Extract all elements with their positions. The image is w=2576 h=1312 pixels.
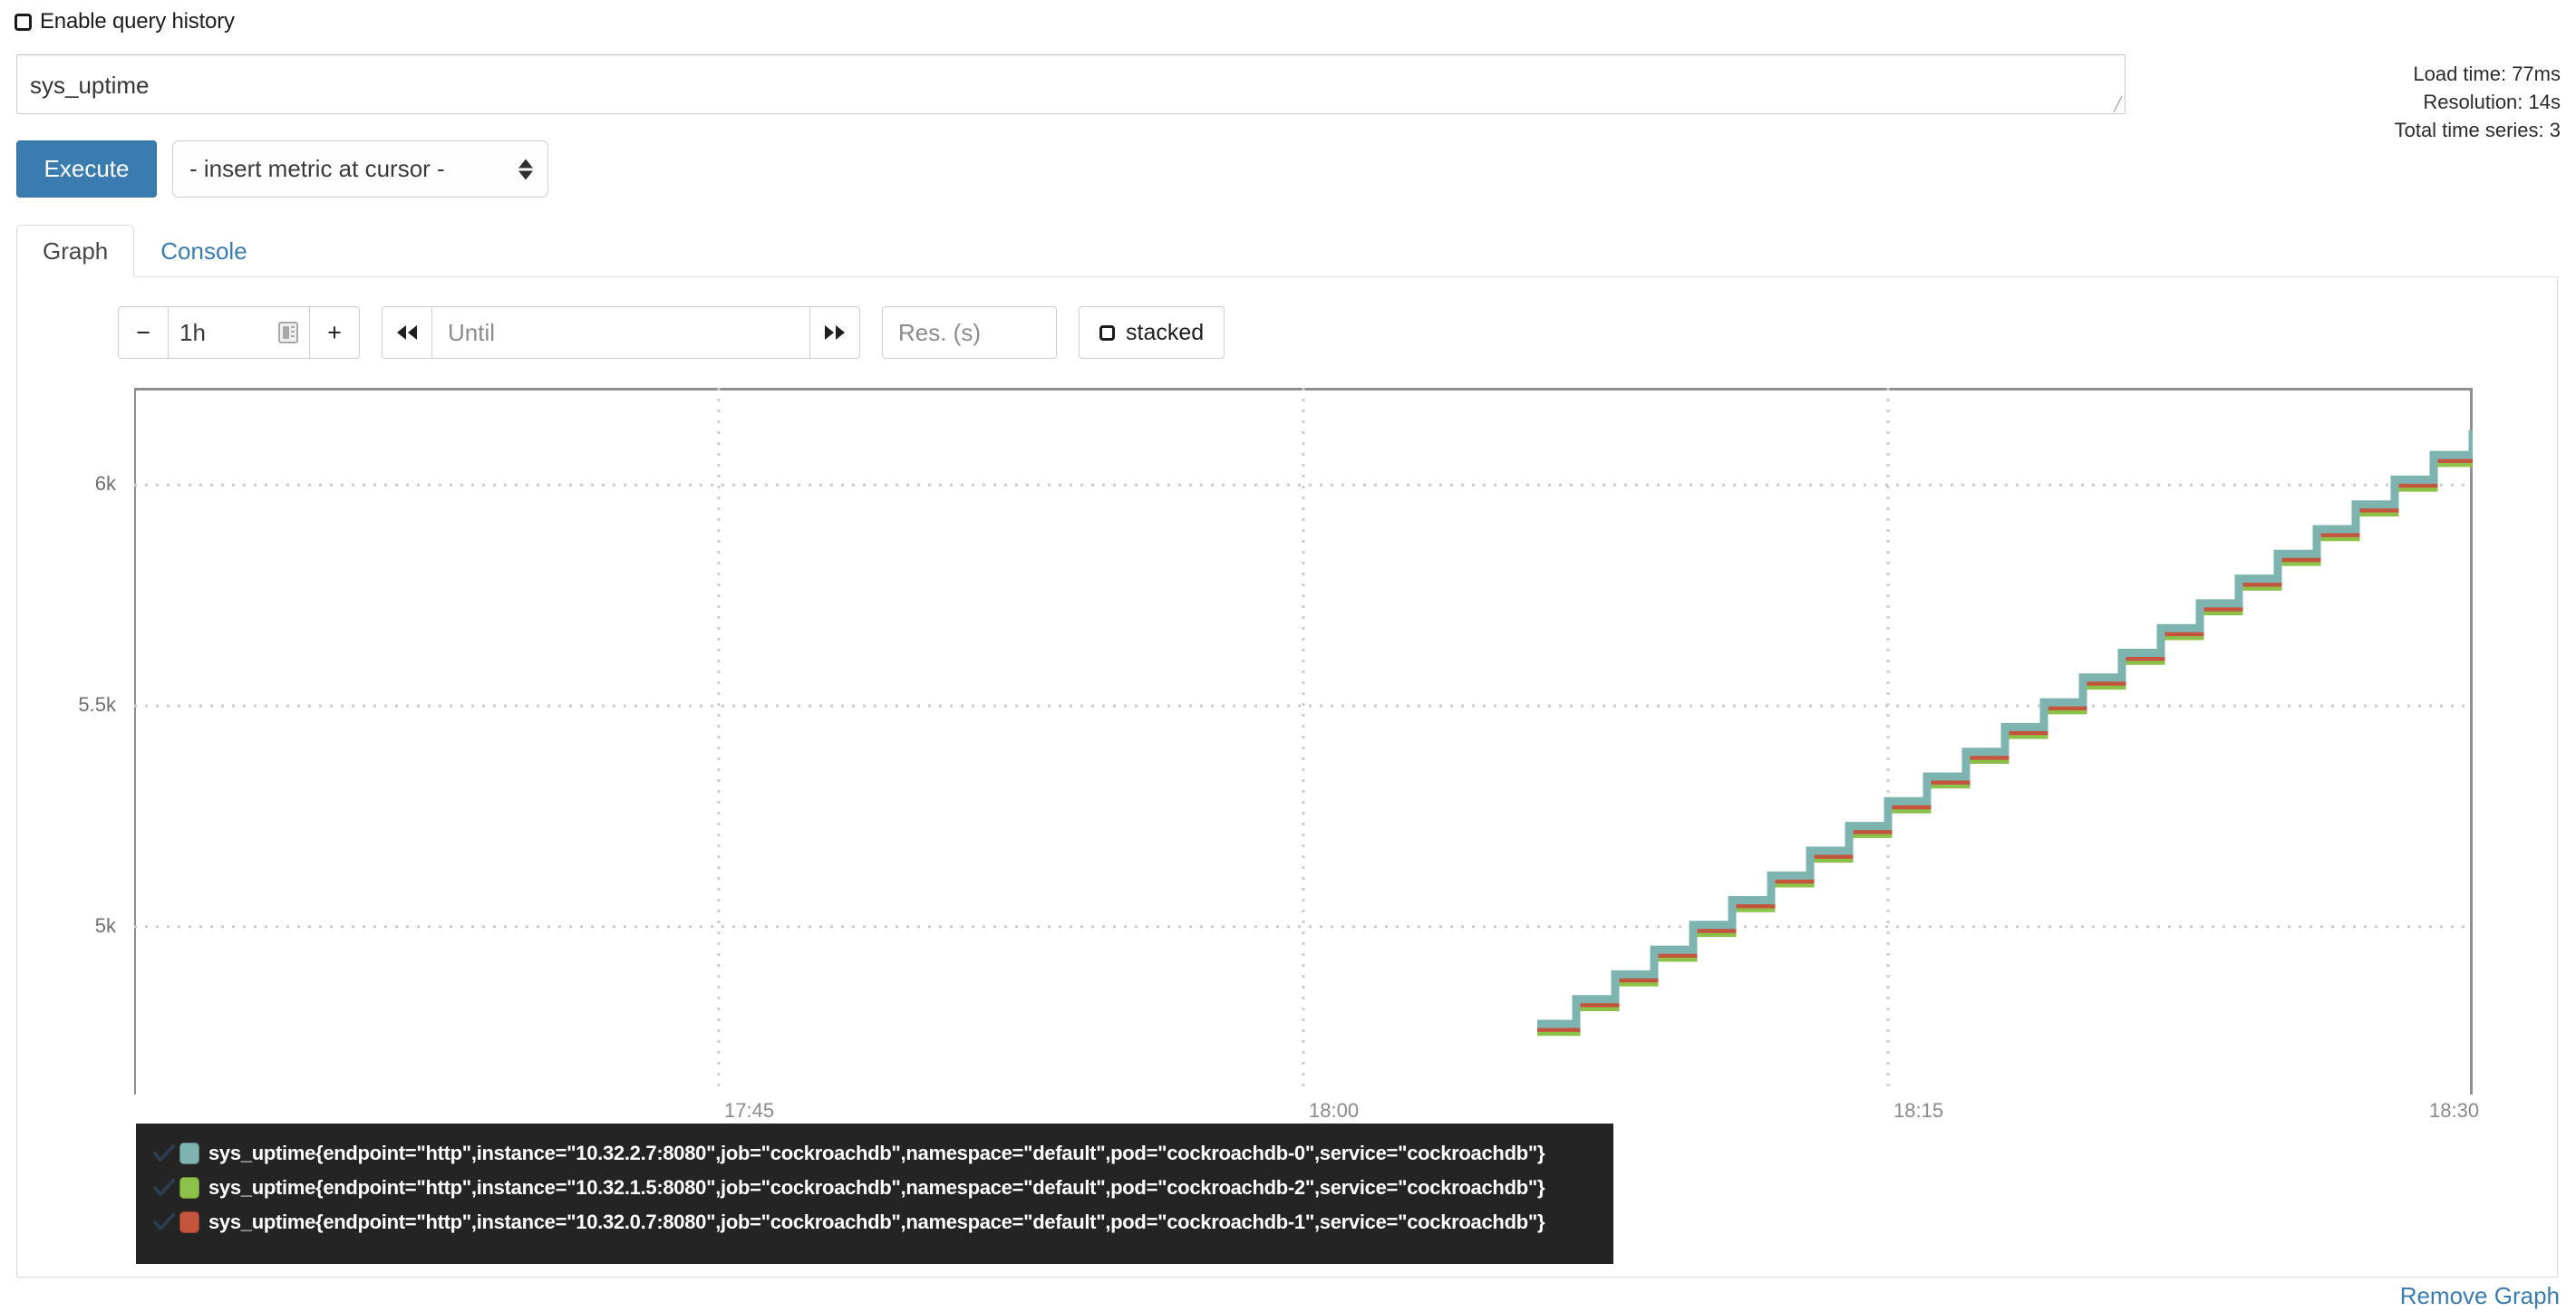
y-axis-tick-label: 5k <box>94 913 116 937</box>
stacked-label: stacked <box>1126 319 1205 345</box>
graph-plot[interactable] <box>134 388 2473 1095</box>
legend-color-swatch <box>179 1211 199 1233</box>
range-group: − 1h + <box>118 306 360 359</box>
execute-row: Execute - insert metric at cursor - <box>16 140 548 198</box>
tab-console[interactable]: Console <box>160 236 247 265</box>
legend-color-swatch <box>179 1143 199 1164</box>
step-forward-button[interactable] <box>809 306 860 359</box>
calendar-icon[interactable] <box>278 322 298 343</box>
expression-input[interactable]: sys_uptime ╱ <box>16 54 2126 114</box>
legend-item[interactable]: sys_uptime{endpoint="http",instance="10.… <box>136 1171 1613 1205</box>
until-placeholder-text: Until <box>448 318 496 346</box>
x-axis-tick-label: 18:30 <box>2429 1099 2480 1122</box>
series-legend: sys_uptime{endpoint="http",instance="10.… <box>136 1124 1613 1264</box>
legend-color-swatch <box>179 1177 199 1199</box>
insert-metric-select-value: - insert metric at cursor - <box>189 155 445 182</box>
stacked-toggle[interactable]: stacked <box>1079 306 1225 359</box>
remove-graph-link[interactable]: Remove Graph <box>2399 1282 2560 1309</box>
caret-up-icon[interactable] <box>518 159 533 168</box>
until-group: Until <box>382 306 860 359</box>
checkbox-unchecked-icon[interactable] <box>1099 324 1115 341</box>
query-stats: Load time: 77ms Resolution: 14s Total ti… <box>2395 60 2561 145</box>
graph-panel <box>16 276 2558 1278</box>
double-right-arrow-icon <box>825 325 845 340</box>
double-left-arrow-icon <box>397 325 417 340</box>
y-axis-tick-label: 6k <box>94 472 116 496</box>
legend-series-label: sys_uptime{endpoint="http",instance="10.… <box>208 1211 1545 1233</box>
y-axis-tick-label: 5.5k <box>78 693 116 716</box>
plot-svg <box>134 388 2473 1095</box>
resolution-placeholder-text: Res. (s) <box>898 318 981 346</box>
x-axis-tick-label: 18:15 <box>1893 1099 1944 1122</box>
enable-query-history-label: Enable query history <box>40 9 235 34</box>
total-time-series-text: Total time series: 3 <box>2394 119 2561 142</box>
decrease-range-button[interactable]: − <box>118 306 169 359</box>
legend-item[interactable]: sys_uptime{endpoint="http",instance="10.… <box>136 1205 1613 1240</box>
x-axis-tick-label: 18:00 <box>1309 1099 1360 1122</box>
enable-query-history-row[interactable]: Enable query history <box>15 11 235 33</box>
increase-range-button[interactable]: + <box>309 306 360 359</box>
tab-graph[interactable]: Graph <box>16 225 135 277</box>
check-icon[interactable] <box>152 1211 176 1234</box>
execute-button[interactable]: Execute <box>16 140 157 198</box>
resolution-text: Resolution: 14s <box>2423 91 2561 114</box>
x-axis-tick-label: 17:45 <box>724 1099 775 1122</box>
check-icon[interactable] <box>152 1142 176 1165</box>
step-back-button[interactable] <box>382 306 432 359</box>
load-time-text: Load time: 77ms <box>2413 63 2561 85</box>
check-icon[interactable] <box>152 1176 176 1200</box>
checkbox-unchecked-icon[interactable] <box>15 13 32 31</box>
legend-series-label: sys_uptime{endpoint="http",instance="10.… <box>208 1142 1545 1164</box>
legend-item[interactable]: sys_uptime{endpoint="http",instance="10.… <box>136 1136 1613 1171</box>
caret-down-icon[interactable] <box>518 170 533 179</box>
range-value: 1h <box>179 318 206 346</box>
until-input[interactable]: Until <box>431 306 810 359</box>
view-tabs: Graph Console <box>16 225 274 277</box>
expression-value: sys_uptime <box>30 72 150 99</box>
legend-series-label: sys_uptime{endpoint="http",instance="10.… <box>208 1176 1545 1199</box>
graph-controls-toolbar: − 1h + Until <box>118 306 1225 359</box>
insert-metric-select[interactable]: - insert metric at cursor - <box>172 140 548 198</box>
range-input[interactable]: 1h <box>168 306 310 359</box>
resize-handle-icon[interactable]: ╱ <box>2113 97 2122 112</box>
resolution-input[interactable]: Res. (s) <box>882 306 1057 359</box>
select-spinner[interactable] <box>518 159 533 179</box>
